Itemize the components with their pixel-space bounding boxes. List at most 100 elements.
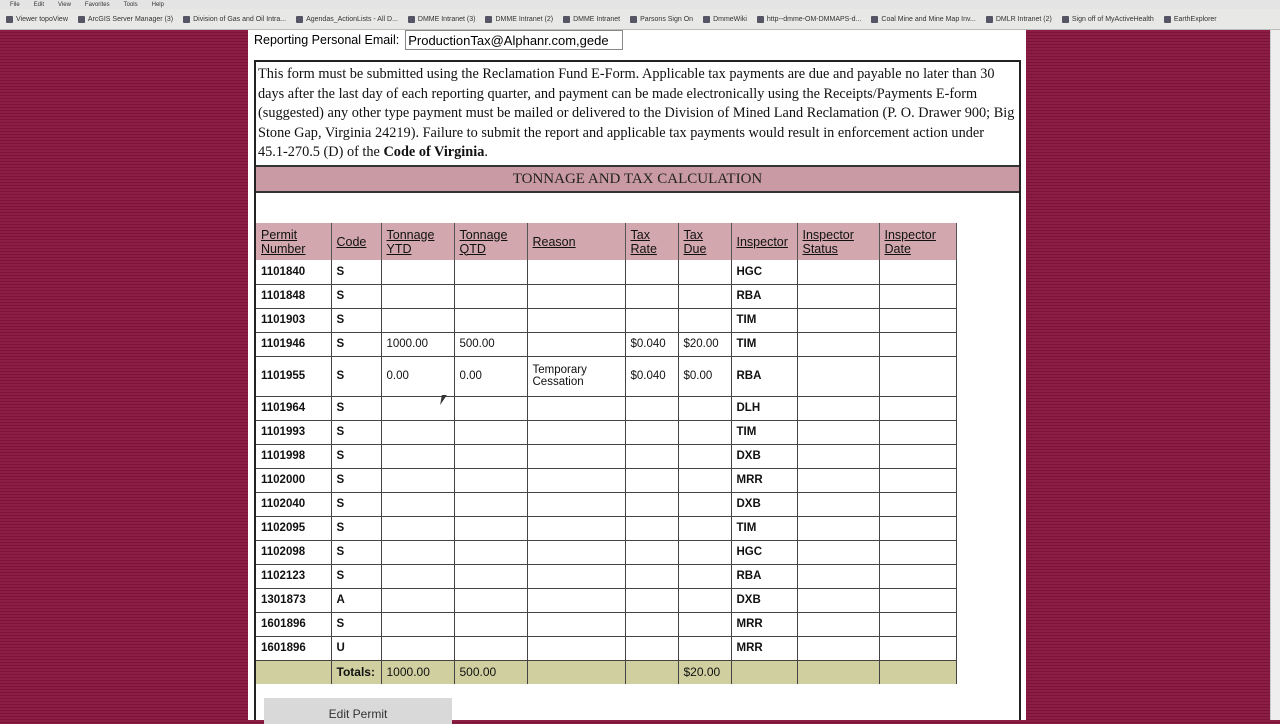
- bookmark-item[interactable]: DMME Intranet (3): [407, 15, 475, 23]
- table-cell: [797, 492, 880, 517]
- menu-item[interactable]: Tools: [123, 1, 138, 8]
- table-row: 1101903 S TIM: [256, 308, 957, 333]
- table-cell: [797, 564, 880, 589]
- table-row: 1101998 S DXB: [256, 444, 957, 469]
- table-cell: [879, 660, 957, 684]
- table-cell: [381, 636, 455, 661]
- column-header[interactable]: Inspector Status: [797, 223, 880, 260]
- bookmark-item[interactable]: Coal Mine and Mine Map Inv...: [871, 15, 976, 23]
- column-header[interactable]: Code: [331, 223, 382, 260]
- table-cell: [797, 308, 880, 333]
- column-header[interactable]: Tax Rate: [625, 223, 679, 260]
- bookmark-item[interactable]: http--dmme-OM-DMMAPS-d...: [756, 15, 861, 23]
- table-cell: 1101955: [256, 356, 332, 397]
- table-cell: [678, 468, 732, 493]
- table-cell: S: [331, 612, 382, 637]
- bookmark-item[interactable]: Division of Gas and Oil Intra...: [183, 15, 286, 23]
- bookmark-item[interactable]: EarthExplorer: [1163, 15, 1217, 23]
- table-cell: [381, 468, 455, 493]
- bookmark-item[interactable]: Sign off of MyActiveHealth: [1061, 15, 1154, 23]
- menu-item[interactable]: View: [58, 1, 71, 8]
- table-cell: 1000.00: [381, 660, 455, 684]
- table-cell: S: [331, 260, 382, 285]
- bookmark-icon: [563, 15, 571, 23]
- table-cell: [797, 612, 880, 637]
- table-cell: 1101840: [256, 260, 332, 285]
- table-cell: 1601896: [256, 636, 332, 661]
- table-cell: [797, 444, 880, 469]
- bookmark-item[interactable]: DMLR Intranet (2): [985, 15, 1052, 23]
- bookmark-icon: [407, 15, 415, 23]
- table-cell: $20.00: [678, 660, 732, 684]
- menu-item[interactable]: Favorites: [84, 1, 110, 8]
- table-cell: 1601896: [256, 612, 332, 637]
- table-cell: Totals:: [331, 660, 382, 684]
- table-cell: [879, 420, 957, 445]
- table-cell: MRR: [731, 468, 798, 493]
- table-cell: S: [331, 492, 382, 517]
- table-cell: S: [331, 284, 382, 309]
- table-cell: TIM: [731, 516, 798, 541]
- menu-item[interactable]: Edit: [33, 1, 45, 8]
- table-row: 1102095 S TIM: [256, 516, 957, 541]
- table-cell: [625, 284, 679, 309]
- table-cell: [381, 540, 455, 565]
- table-cell: [678, 516, 732, 541]
- table-cell: 0.00: [454, 356, 528, 397]
- table-cell: [454, 396, 528, 421]
- email-field[interactable]: [405, 30, 624, 50]
- table-cell: Temporary Cessation: [527, 356, 626, 397]
- bookmark-icon: [485, 15, 493, 23]
- table-cell: TIM: [731, 332, 798, 357]
- table-row: 1101946 S 1000.00 500.00 $0.040 $20.00 TIM: [256, 332, 957, 357]
- browser-menubar: File Edit View Favorites Tools Help: [0, 0, 1280, 9]
- table-cell: 1102098: [256, 540, 332, 565]
- table-cell: DXB: [731, 492, 798, 517]
- column-header[interactable]: Reason: [527, 223, 626, 260]
- column-header[interactable]: Permit Number: [256, 223, 332, 260]
- column-header[interactable]: Inspector Date: [879, 223, 957, 260]
- page-content: Reporting Personal Email: This form must…: [248, 30, 1026, 724]
- column-header[interactable]: Tax Due: [678, 223, 732, 260]
- table-cell: [678, 260, 732, 285]
- column-header[interactable]: Inspector: [731, 223, 798, 260]
- table-cell: [527, 284, 626, 309]
- table-cell: [625, 444, 679, 469]
- table-cell: U: [331, 636, 382, 661]
- table-cell: [879, 636, 957, 661]
- table-cell: [797, 540, 880, 565]
- table-cell: [527, 564, 626, 589]
- scrollbar[interactable]: [1270, 30, 1280, 720]
- bookmark-item[interactable]: ArcGIS Server Manager (3): [77, 15, 173, 23]
- column-header[interactable]: Tonnage QTD: [454, 223, 528, 260]
- table-row: 1102000 S MRR: [256, 468, 957, 493]
- bookmark-item[interactable]: DMME Intranet (2): [485, 15, 553, 23]
- table-cell: [625, 636, 679, 661]
- form-box: This form must be submitted using the Re…: [254, 60, 1021, 724]
- table-cell: S: [331, 356, 382, 397]
- table-cell: TIM: [731, 308, 798, 333]
- column-header[interactable]: Tonnage YTD: [381, 223, 455, 260]
- bookmark-item[interactable]: Viewer topoView: [6, 15, 68, 23]
- table-row: 1101993 S TIM: [256, 420, 957, 445]
- bookmark-icon: [985, 15, 993, 23]
- table-cell: [527, 308, 626, 333]
- table-cell: [879, 492, 957, 517]
- table-cell: 1301873: [256, 588, 332, 613]
- table-cell: DXB: [731, 444, 798, 469]
- table-cell: S: [331, 420, 382, 445]
- table-cell: [797, 636, 880, 661]
- table-cell: [678, 284, 732, 309]
- table-cell: [454, 540, 528, 565]
- menu-item[interactable]: File: [10, 1, 20, 8]
- menu-item[interactable]: Help: [151, 1, 164, 8]
- table-cell: [381, 420, 455, 445]
- table-cell: RBA: [731, 356, 798, 397]
- bookmark-item[interactable]: DMME Intranet: [563, 15, 620, 23]
- table-cell: [678, 308, 732, 333]
- table-cell: [625, 396, 679, 421]
- bookmark-item[interactable]: Agendas_ActionLists - All D...: [296, 15, 398, 23]
- bookmark-item[interactable]: Parsons Sign On: [630, 15, 693, 23]
- edit-permit-button[interactable]: Edit Permit: [264, 698, 452, 724]
- bookmark-item[interactable]: DmmeWiki: [703, 15, 747, 23]
